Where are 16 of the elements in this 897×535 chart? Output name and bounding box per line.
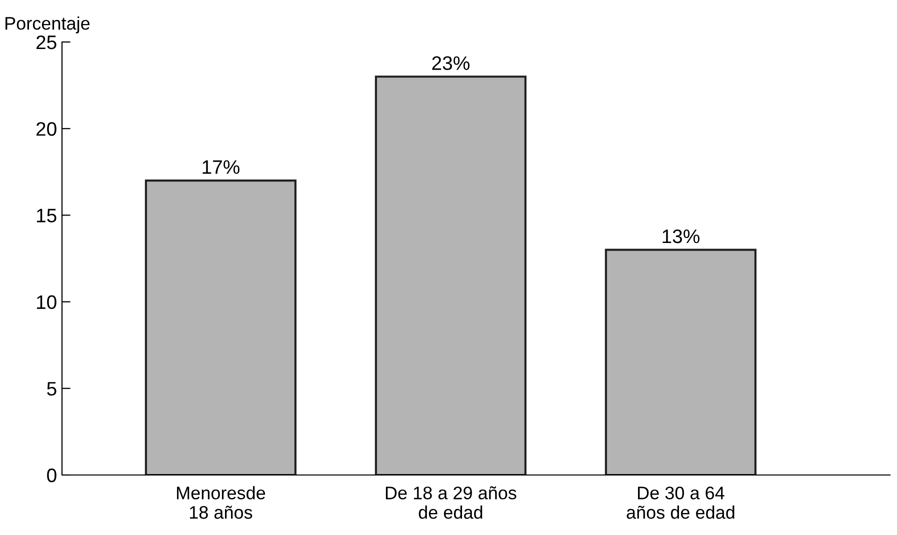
y-axis-title: Porcentaje <box>6 16 90 34</box>
x-tick-label: De 30 a 64 años de edad <box>626 486 734 519</box>
data-label: 23% <box>432 56 470 70</box>
y-tick-label: 5 <box>47 382 56 396</box>
x-tick-label: Menoresde 18 años <box>177 486 266 519</box>
data-label: 13% <box>662 229 700 244</box>
y-tick-label: 20 <box>36 122 56 136</box>
bar <box>144 180 296 475</box>
y-tick-label: 25 <box>36 35 56 50</box>
y-tick-label: 0 <box>47 468 56 482</box>
y-tick-label: 15 <box>36 208 56 222</box>
bar <box>604 248 756 475</box>
bar <box>374 76 526 475</box>
y-tick-label: 10 <box>36 295 56 310</box>
data-label: 17% <box>202 160 240 174</box>
x-tick-label: De 18 a 29 años de edad <box>386 486 516 519</box>
